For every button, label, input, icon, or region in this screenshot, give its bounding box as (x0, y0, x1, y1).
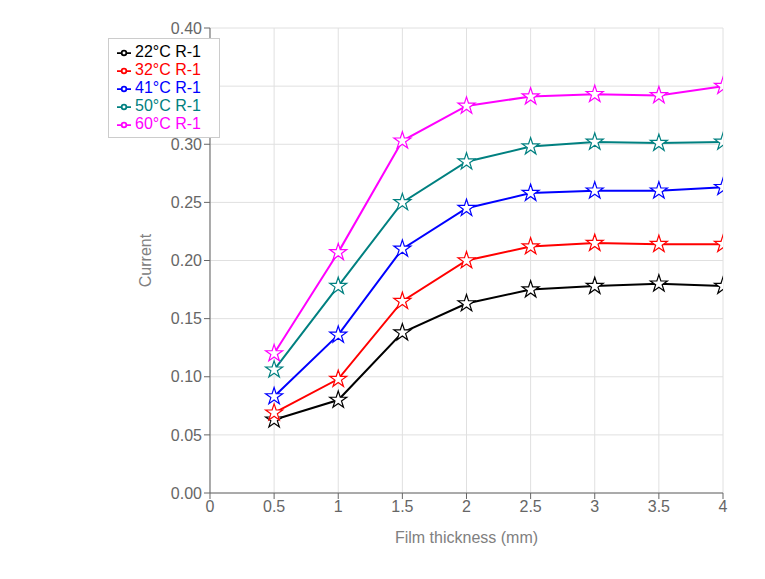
svg-text:Film thickness (mm): Film thickness (mm) (395, 529, 538, 546)
svg-text:2: 2 (462, 498, 471, 515)
svg-text:0.00: 0.00 (171, 485, 202, 502)
svg-text:1: 1 (334, 498, 343, 515)
svg-text:0.30: 0.30 (171, 136, 202, 153)
svg-text:0: 0 (206, 498, 215, 515)
svg-text:0.15: 0.15 (171, 310, 202, 327)
svg-text:0.10: 0.10 (171, 368, 202, 385)
svg-text:1.5: 1.5 (391, 498, 413, 515)
svg-text:0.05: 0.05 (171, 427, 202, 444)
svg-text:3: 3 (590, 498, 599, 515)
svg-text:3.5: 3.5 (648, 498, 670, 515)
svg-text:Current: Current (137, 233, 154, 287)
svg-text:0.25: 0.25 (171, 194, 202, 211)
svg-text:0.20: 0.20 (171, 252, 202, 269)
svg-text:4: 4 (719, 498, 728, 515)
svg-text:0.5: 0.5 (263, 498, 285, 515)
svg-text:2.5: 2.5 (519, 498, 541, 515)
svg-text:0.35: 0.35 (171, 78, 202, 95)
svg-text:0.40: 0.40 (171, 20, 202, 37)
